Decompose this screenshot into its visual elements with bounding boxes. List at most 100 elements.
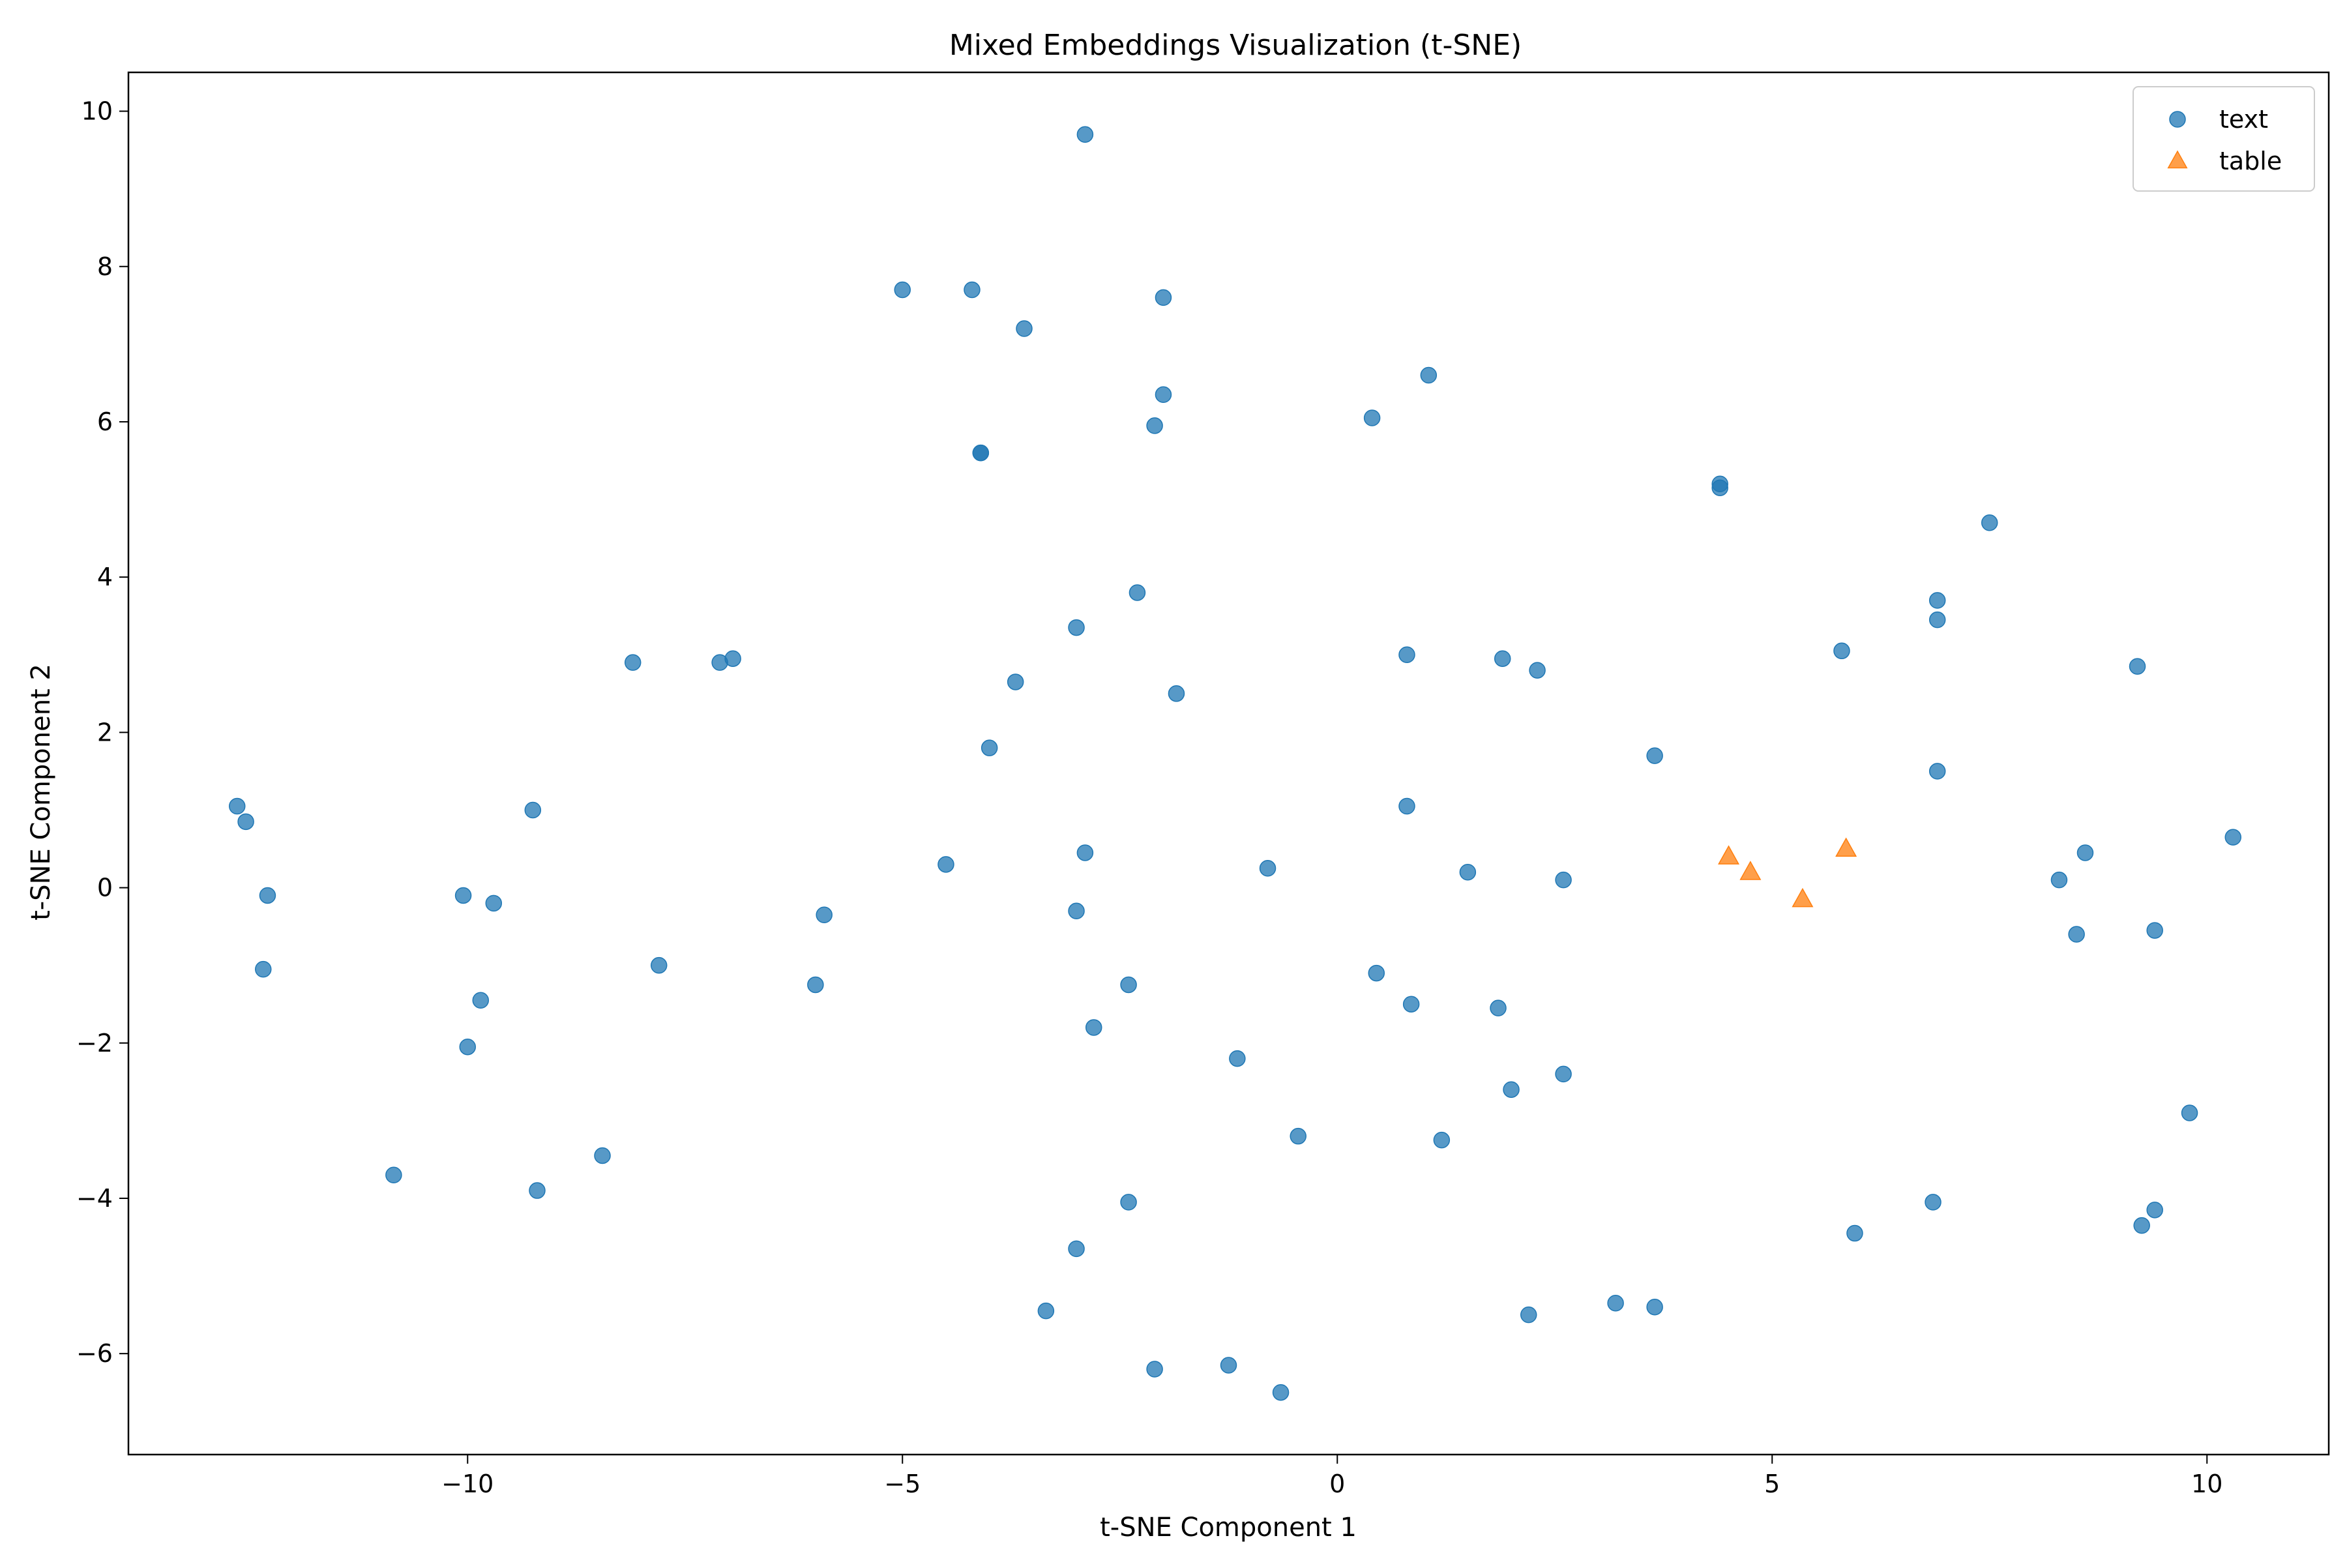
data-point-text [1229, 1050, 1246, 1067]
data-point-text [1220, 1357, 1237, 1374]
data-point-text [1398, 646, 1415, 664]
data-point-text [1155, 386, 1172, 404]
data-point-text [2146, 922, 2163, 939]
data-point-text [1085, 1019, 1102, 1036]
x-tick-label: −10 [441, 1470, 494, 1498]
data-point-text [624, 654, 642, 671]
data-point-text [385, 1166, 402, 1183]
data-point-text [2076, 844, 2094, 861]
data-point-text [1925, 1194, 1941, 1211]
y-tick-label: 6 [97, 407, 113, 436]
data-point-text [1146, 417, 1163, 434]
data-point-text [255, 960, 272, 978]
data-point-text [529, 1182, 546, 1199]
plot-area: −10 −5 0 5 10 −6 −4 −2 0 2 4 6 8 10 [76, 71, 2330, 1498]
data-point-text [1607, 1295, 1624, 1312]
data-point-text [1433, 1131, 1451, 1149]
data-point-text [1259, 860, 1277, 877]
data-point-text [1646, 747, 1663, 764]
data-point-text [594, 1147, 611, 1164]
data-point-text [1290, 1127, 1306, 1145]
data-point-text [972, 444, 990, 462]
data-point-text [1076, 844, 1094, 861]
data-point-text [894, 281, 911, 299]
data-point-text [1068, 619, 1085, 636]
data-point-text [1503, 1081, 1520, 1098]
data-point-table [1792, 887, 1814, 908]
data-point-text [1459, 863, 1477, 881]
data-point-text [1068, 902, 1085, 920]
data-point-text [2068, 926, 2085, 943]
data-point-text [807, 976, 824, 994]
series-table [1718, 837, 1857, 908]
data-point-text [1155, 289, 1172, 306]
data-point-text [237, 813, 254, 831]
data-point-text [1129, 584, 1146, 601]
x-tick-label: 10 [2191, 1470, 2222, 1498]
x-tick-label: −5 [884, 1470, 921, 1498]
data-point-text [2224, 829, 2242, 846]
data-point-text [1555, 871, 1572, 889]
y-tick-label: −4 [76, 1184, 113, 1213]
data-point-text [454, 887, 472, 904]
data-point-text [485, 895, 503, 912]
data-point-table [1739, 861, 1762, 880]
data-point-text [1076, 126, 1094, 143]
data-point-text [459, 1038, 477, 1056]
data-point-text [1120, 1194, 1137, 1211]
data-point-text [1037, 1302, 1055, 1320]
data-point-text [1928, 611, 1946, 629]
data-point-text [1420, 366, 1438, 384]
data-point-text [2133, 1217, 2150, 1234]
data-point-text [2050, 871, 2068, 889]
legend-marker-text [2169, 111, 2186, 128]
data-point-text [524, 801, 542, 819]
y-tick-label: 10 [81, 97, 113, 126]
data-point-text [1529, 662, 1546, 679]
legend-marker-table [2167, 150, 2188, 169]
data-point-text [1494, 650, 1511, 667]
data-point-text [1068, 1240, 1085, 1258]
chart-title: Mixed Embeddings Visualization (t-SNE) [949, 29, 1522, 62]
y-tick-label: 4 [97, 563, 113, 591]
data-point-text [1846, 1224, 1863, 1242]
data-point-text [259, 887, 276, 904]
data-point-text [1555, 1065, 1572, 1083]
y-tick-label: 0 [97, 874, 113, 902]
data-point-text [724, 650, 741, 667]
legend-box [2133, 86, 2315, 192]
data-point-text [1520, 1306, 1537, 1324]
data-point-text [2129, 658, 2146, 675]
y-tick-label: −2 [76, 1029, 113, 1058]
legend: text table [2133, 86, 2315, 192]
data-point-table [1835, 837, 1857, 857]
data-point-table [1718, 845, 1740, 865]
y-axis-label: t-SNE Component 2 [26, 664, 56, 921]
x-axis-label: t-SNE Component 1 [1100, 1513, 1357, 1543]
data-point-text [937, 856, 954, 873]
data-point-text [1646, 1298, 1663, 1316]
data-point-text [1398, 797, 1415, 815]
data-point-text [2146, 1202, 2163, 1219]
data-point-text [472, 992, 490, 1009]
y-tick-label: 2 [97, 718, 113, 747]
data-point-text [1490, 999, 1507, 1016]
x-tick-label: 5 [1764, 1470, 1780, 1498]
data-point-text [1928, 592, 1946, 609]
y-tick-label: 8 [97, 252, 113, 281]
data-point-text [964, 281, 981, 299]
data-point-text [1272, 1383, 1290, 1401]
x-tick-label: 0 [1329, 1470, 1345, 1498]
data-point-text [816, 906, 833, 923]
data-point-text [650, 956, 668, 974]
legend-label-table: table [2219, 147, 2282, 175]
plot-frame [127, 71, 2330, 1456]
legend-label-text: text [2219, 105, 2268, 134]
data-point-text [2181, 1104, 2198, 1121]
data-point-text [1363, 409, 1381, 426]
data-point-text [1833, 642, 1850, 660]
data-point-text [1168, 685, 1185, 702]
data-point-text [228, 797, 246, 815]
